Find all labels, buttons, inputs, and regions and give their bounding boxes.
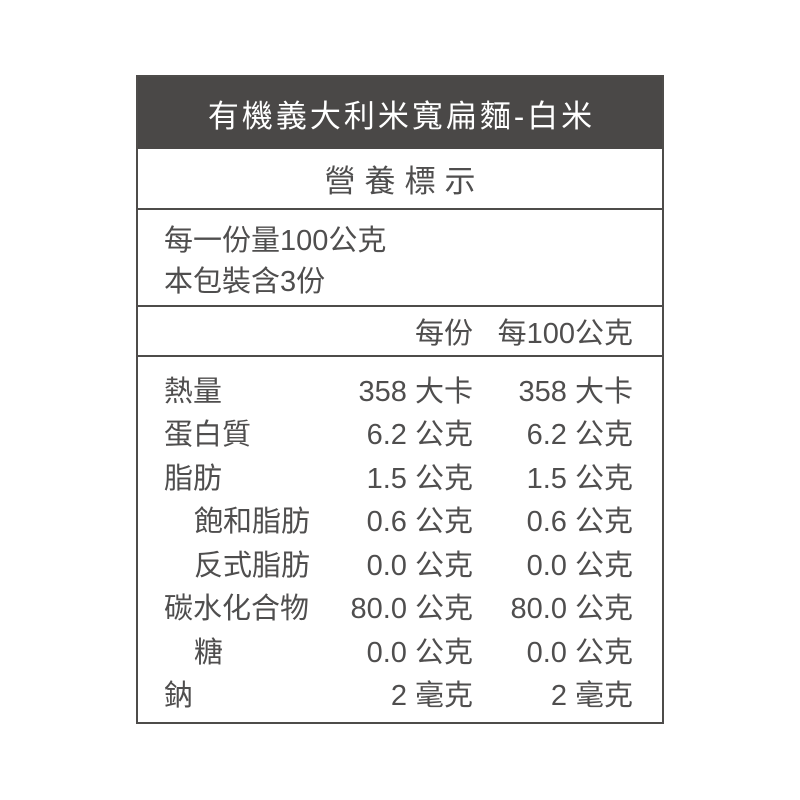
nutrient-row-protein: 蛋白質 6.2 公克 6.2 公克 xyxy=(138,411,662,455)
nutrient-row-calories: 熱量 358 大卡 358 大卡 xyxy=(138,367,662,411)
nutrient-per-100g-value: 0.0 公克 xyxy=(526,636,633,669)
nutrient-row-trans-fat: 反式脂肪 0.0 公克 0.0 公克 xyxy=(138,541,662,585)
nutrient-per-serving-value: 2 毫克 xyxy=(390,680,473,713)
nutrient-per-100g-value: 6.2 公克 xyxy=(526,419,633,452)
column-header-row: 每份 每100公克 xyxy=(138,307,662,357)
nutrient-name: 熱量 xyxy=(164,375,223,408)
nutrition-label-title: 營養標示 xyxy=(324,164,485,199)
serving-size-line: 每一份量100公克 xyxy=(164,225,387,257)
nutrient-per-serving-value: 1.5 公克 xyxy=(366,462,473,495)
nutrient-name: 糖 xyxy=(194,636,224,669)
servings-per-package-line: 本包裝含3份 xyxy=(164,266,326,298)
nutrient-row-sodium: 鈉 2 毫克 2 毫克 xyxy=(138,672,662,716)
nutrient-name: 飽和脂肪 xyxy=(194,506,311,539)
nutrient-per-serving-value: 0.0 公克 xyxy=(366,549,473,582)
nutrient-row-fat: 脂肪 1.5 公克 1.5 公克 xyxy=(138,454,662,498)
nutrient-per-serving-value: 80.0 公克 xyxy=(350,593,474,626)
nutrient-per-serving-value: 358 大卡 xyxy=(358,375,473,408)
nutrient-row-carbohydrate: 碳水化合物 80.0 公克 80.0 公克 xyxy=(138,585,662,629)
nutrient-rows: 熱量 358 大卡 358 大卡 蛋白質 6.2 公克 6.2 公克 脂肪 1.… xyxy=(138,357,662,722)
column-header-per-100g: 每100公克 xyxy=(497,318,633,350)
nutrient-per-100g-value: 0.0 公克 xyxy=(526,549,633,582)
nutrition-label-card: 有機義大利米寬扁麵-白米 營養標示 每一份量100公克 本包裝含3份 每份 每1… xyxy=(136,75,664,724)
nutrient-name: 脂肪 xyxy=(164,462,223,495)
nutrient-name: 碳水化合物 xyxy=(164,593,310,626)
nutrient-per-serving-value: 6.2 公克 xyxy=(366,419,473,452)
column-header-per-serving: 每份 xyxy=(414,318,473,350)
nutrient-per-100g-value: 1.5 公克 xyxy=(526,462,633,495)
nutrient-per-100g-value: 358 大卡 xyxy=(518,375,633,408)
nutrient-per-100g-value: 0.6 公克 xyxy=(526,506,633,539)
nutrient-per-serving-value: 0.0 公克 xyxy=(366,636,473,669)
nutrition-label-title-row: 營養標示 xyxy=(138,149,662,210)
nutrient-row-sugar: 糖 0.0 公克 0.0 公克 xyxy=(138,628,662,672)
nutrient-name: 蛋白質 xyxy=(164,419,252,452)
product-title-bar: 有機義大利米寬扁麵-白米 xyxy=(138,77,662,149)
product-title: 有機義大利米寬扁麵-白米 xyxy=(207,98,596,134)
nutrient-row-saturated-fat: 飽和脂肪 0.6 公克 0.6 公克 xyxy=(138,498,662,542)
nutrient-name: 鈉 xyxy=(164,680,194,713)
nutrient-per-serving-value: 0.6 公克 xyxy=(366,506,473,539)
nutrient-name: 反式脂肪 xyxy=(194,549,311,582)
nutrient-per-100g-value: 2 毫克 xyxy=(550,680,633,713)
nutrient-per-100g-value: 80.0 公克 xyxy=(510,593,634,626)
serving-info-section: 每一份量100公克 本包裝含3份 xyxy=(138,210,662,307)
